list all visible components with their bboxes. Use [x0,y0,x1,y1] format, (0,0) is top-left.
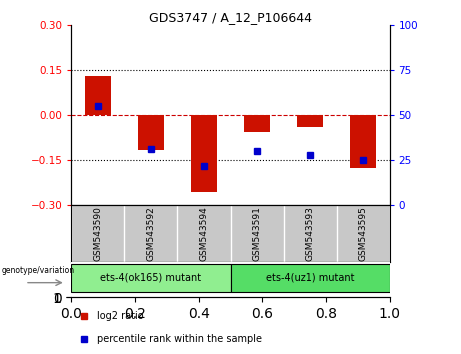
Bar [191,115,217,192]
Bar [230,263,390,292]
Text: GSM543594: GSM543594 [200,206,208,261]
Text: GSM543592: GSM543592 [147,206,155,261]
Text: GSM543593: GSM543593 [306,206,314,261]
Text: GSM543595: GSM543595 [359,206,367,261]
Bar [71,263,230,292]
Bar [85,76,111,115]
Bar [297,115,323,127]
Text: log2 ratio: log2 ratio [97,311,143,321]
Bar [138,115,164,150]
Text: genotype/variation: genotype/variation [1,266,75,275]
Title: GDS3747 / A_12_P106644: GDS3747 / A_12_P106644 [149,11,312,24]
Text: percentile rank within the sample: percentile rank within the sample [97,334,262,344]
Text: GSM543590: GSM543590 [94,206,102,261]
Bar [244,115,270,132]
Text: ets-4(ok165) mutant: ets-4(ok165) mutant [100,272,201,282]
Text: ets-4(uz1) mutant: ets-4(uz1) mutant [266,272,354,282]
Text: GSM543591: GSM543591 [253,206,261,261]
Bar [350,115,376,168]
